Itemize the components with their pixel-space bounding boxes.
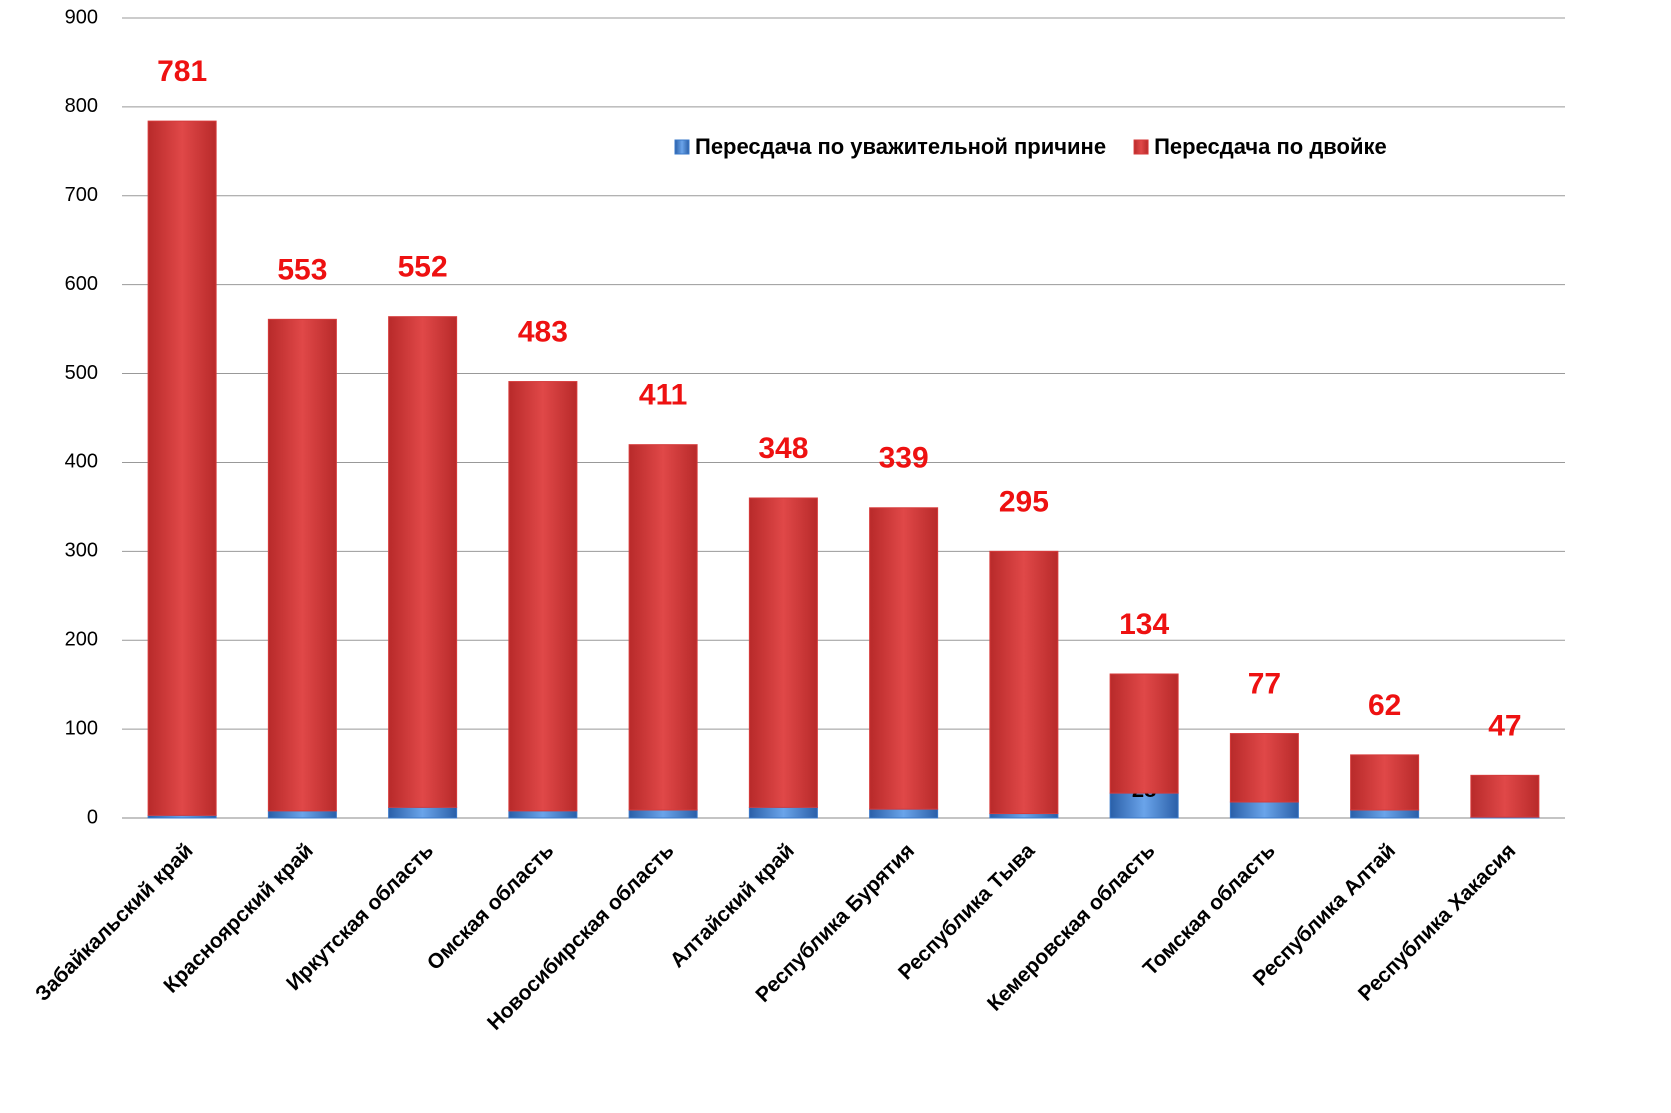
x-tick-label: Республика Тыва (894, 839, 1040, 985)
bar-segment (508, 381, 578, 812)
bar-segment (748, 497, 818, 808)
y-tick-label: 300 (65, 540, 98, 562)
value-label: 348 (758, 432, 808, 465)
value-label: 295 (999, 485, 1049, 518)
value-label: 47 (1488, 709, 1521, 742)
legend-swatch (674, 139, 690, 155)
y-tick-label: 600 (65, 273, 98, 295)
bar-segment (869, 808, 939, 819)
x-tick-label: Алтайский край (666, 839, 799, 972)
value-label: 552 (398, 251, 448, 284)
y-tick-label: 900 (65, 6, 98, 28)
bar-segment (1350, 809, 1420, 819)
value-label: 781 (157, 55, 207, 88)
y-tick-label: 400 (65, 451, 98, 473)
y-tick-label: 0 (87, 806, 98, 828)
y-tick-label: 500 (65, 362, 98, 384)
x-tick-label: Томская область (1139, 839, 1280, 980)
bar-segment (869, 507, 939, 810)
value-label: 62 (1368, 689, 1401, 722)
value-label: 411 (639, 379, 687, 412)
bar-segment (388, 806, 458, 819)
bar-segment (1229, 801, 1299, 819)
bar-segment (267, 810, 337, 819)
bar-segment (628, 444, 698, 811)
bar-segment (748, 806, 818, 819)
value-label: 483 (518, 315, 568, 348)
legend-label: Пересдача по двойке (1154, 134, 1387, 159)
value-label: 134 (1119, 608, 1169, 641)
value-label: 553 (277, 253, 327, 286)
bar-segment (989, 813, 1059, 819)
value-label: 339 (879, 442, 929, 475)
bar-segment (1109, 673, 1179, 794)
bar-segment (989, 550, 1059, 815)
bar-segment (1229, 733, 1299, 803)
bar-segment (267, 318, 337, 812)
y-tick-label: 200 (65, 629, 98, 651)
bar-segment (147, 120, 217, 816)
legend-label: Пересдача по уважительной причине (695, 134, 1106, 159)
bar-segment (1470, 774, 1540, 818)
bar-segment (1109, 792, 1179, 819)
x-tick-label: Омская область (423, 839, 559, 975)
y-tick-label: 700 (65, 184, 98, 206)
bar-segment (388, 316, 458, 808)
y-tick-label: 100 (65, 717, 98, 739)
legend-swatch (1133, 139, 1149, 155)
bar-segment (628, 809, 698, 819)
value-label: 77 (1248, 667, 1281, 700)
bar-segment (1350, 754, 1420, 811)
bar-segment (508, 810, 578, 819)
y-tick-label: 800 (65, 95, 98, 117)
